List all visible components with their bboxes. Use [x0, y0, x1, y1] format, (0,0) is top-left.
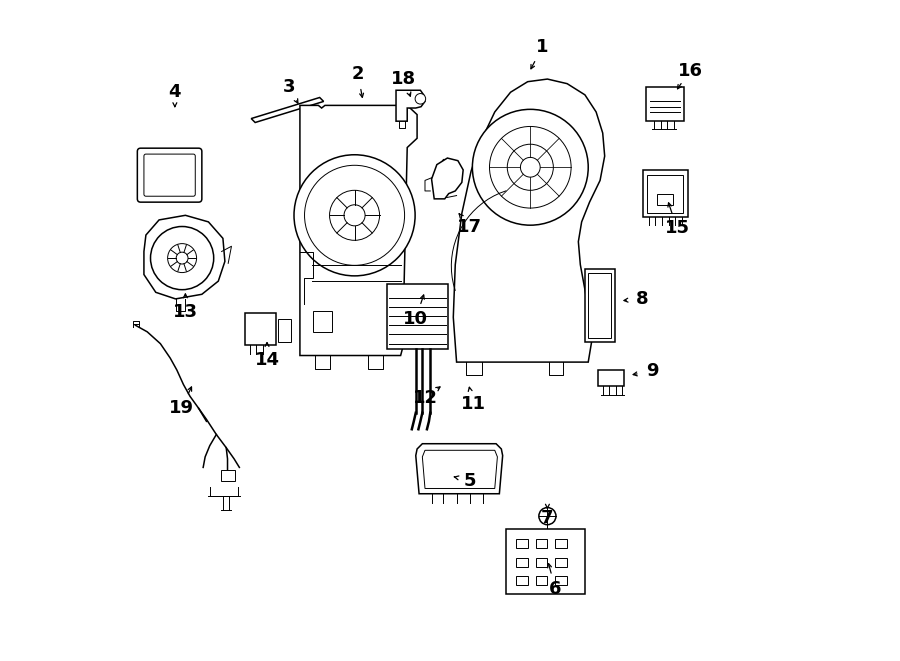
Polygon shape: [422, 450, 498, 488]
Circle shape: [520, 157, 540, 177]
Bar: [647, 175, 683, 213]
Text: 13: 13: [173, 303, 198, 321]
Bar: [646, 87, 684, 121]
Polygon shape: [144, 215, 225, 299]
Circle shape: [472, 109, 589, 225]
Text: 2: 2: [352, 65, 365, 83]
Text: 1: 1: [536, 38, 548, 56]
Circle shape: [304, 165, 405, 265]
Text: 12: 12: [412, 389, 437, 407]
Bar: [657, 194, 673, 206]
Bar: [516, 576, 527, 585]
Circle shape: [539, 508, 556, 525]
Bar: [555, 576, 567, 585]
Circle shape: [508, 144, 554, 190]
Circle shape: [415, 94, 426, 104]
Circle shape: [344, 205, 365, 226]
Polygon shape: [300, 105, 417, 356]
Polygon shape: [396, 91, 425, 121]
Bar: [585, 268, 615, 342]
Circle shape: [294, 155, 415, 276]
Bar: [245, 313, 276, 345]
Text: 7: 7: [541, 509, 554, 527]
Polygon shape: [454, 79, 605, 362]
Bar: [536, 576, 547, 585]
Text: 3: 3: [283, 78, 295, 96]
Circle shape: [150, 227, 213, 290]
FancyBboxPatch shape: [144, 154, 195, 196]
Bar: [598, 370, 625, 387]
Text: 17: 17: [457, 217, 482, 235]
Bar: [516, 539, 527, 549]
Circle shape: [490, 126, 572, 208]
Bar: [506, 529, 585, 594]
Bar: [220, 470, 236, 481]
Bar: [516, 558, 527, 566]
Text: 10: 10: [403, 309, 428, 328]
Text: 8: 8: [636, 290, 649, 308]
Circle shape: [329, 190, 380, 241]
Bar: [643, 170, 688, 217]
Text: 9: 9: [646, 362, 659, 380]
Bar: [536, 558, 547, 566]
Circle shape: [176, 253, 188, 264]
Text: 15: 15: [664, 219, 689, 237]
Circle shape: [167, 244, 196, 272]
Bar: [536, 539, 547, 549]
Text: 5: 5: [464, 471, 476, 490]
Bar: [313, 311, 331, 332]
Bar: [388, 284, 448, 349]
Polygon shape: [416, 444, 503, 494]
Bar: [555, 558, 567, 566]
Text: 11: 11: [461, 395, 485, 413]
FancyBboxPatch shape: [138, 148, 202, 202]
Text: 16: 16: [678, 61, 703, 79]
Text: 14: 14: [255, 351, 280, 369]
Bar: [589, 272, 611, 338]
Text: 18: 18: [392, 70, 417, 88]
Bar: [277, 319, 291, 342]
Bar: [555, 539, 567, 549]
Text: 4: 4: [168, 83, 181, 101]
Text: 19: 19: [169, 399, 194, 417]
Polygon shape: [251, 97, 324, 122]
Polygon shape: [432, 158, 464, 199]
Text: 6: 6: [549, 580, 562, 598]
